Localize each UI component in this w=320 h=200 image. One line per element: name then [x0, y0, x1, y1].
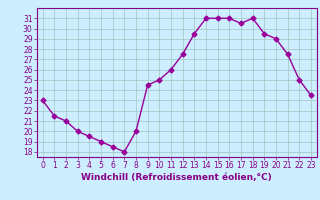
X-axis label: Windchill (Refroidissement éolien,°C): Windchill (Refroidissement éolien,°C) [81, 173, 272, 182]
